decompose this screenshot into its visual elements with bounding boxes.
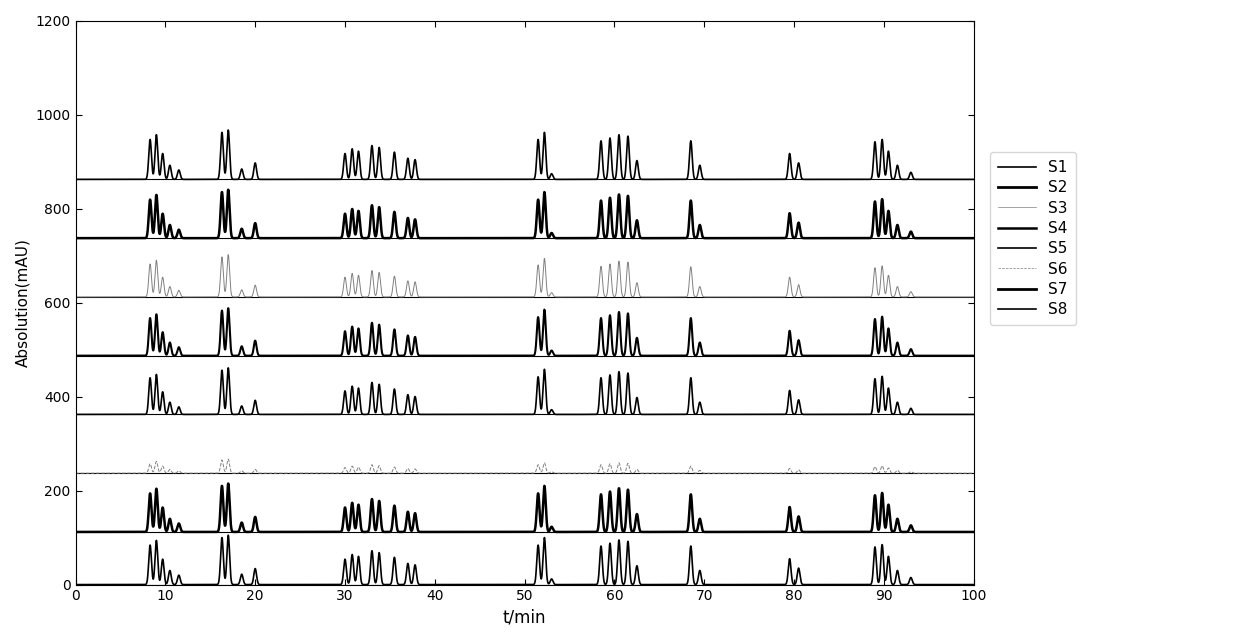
S4 — [472, 352, 487, 360]
S2 — [472, 234, 487, 242]
S1 — [221, 126, 236, 134]
S3 — [641, 293, 656, 300]
S4 — [874, 324, 889, 331]
S4 — [965, 352, 980, 360]
S8 — [221, 532, 236, 539]
S3 — [954, 293, 968, 300]
S7 — [221, 480, 236, 487]
S5 — [848, 411, 863, 419]
S2 — [221, 186, 236, 194]
S1 — [874, 146, 889, 154]
S3 — [848, 293, 863, 300]
S8 — [68, 581, 83, 589]
S5 — [965, 411, 980, 419]
S4 — [221, 304, 236, 312]
S6 — [68, 469, 83, 477]
S7 — [641, 528, 656, 536]
S8 — [874, 552, 889, 560]
S8 — [966, 581, 981, 589]
Y-axis label: Absolution(mAU): Absolution(mAU) — [15, 238, 30, 367]
S2 — [848, 234, 863, 242]
S6 — [641, 469, 656, 477]
S2 — [954, 234, 968, 242]
S7 — [848, 528, 863, 536]
S6 — [965, 469, 980, 477]
S7 — [954, 528, 968, 536]
Line: S2: S2 — [76, 190, 973, 238]
S4 — [848, 352, 863, 360]
S3 — [966, 293, 981, 300]
S4 — [954, 352, 968, 360]
S3 — [472, 293, 487, 300]
S4 — [68, 352, 83, 360]
S5 — [68, 411, 83, 419]
S5 — [472, 411, 487, 419]
Line: S3: S3 — [76, 255, 973, 297]
S1 — [68, 175, 83, 183]
S2 — [641, 234, 656, 242]
Line: S7: S7 — [76, 483, 973, 532]
S1 — [965, 175, 980, 183]
Line: S5: S5 — [76, 368, 973, 415]
S3 — [874, 270, 889, 278]
S2 — [68, 234, 83, 242]
S1 — [472, 175, 487, 183]
S1 — [641, 175, 656, 183]
S5 — [641, 411, 656, 419]
S6 — [966, 469, 981, 477]
Legend: S1, S2, S3, S4, S5, S6, S7, S8: S1, S2, S3, S4, S5, S6, S7, S8 — [991, 152, 1075, 325]
S3 — [68, 293, 83, 300]
Line: S6: S6 — [76, 459, 973, 473]
S8 — [848, 581, 863, 589]
S8 — [965, 581, 980, 589]
S6 — [848, 469, 863, 477]
S2 — [966, 234, 981, 242]
S4 — [641, 352, 656, 360]
S4 — [966, 352, 981, 360]
S8 — [641, 581, 656, 589]
S7 — [68, 528, 83, 536]
S8 — [472, 581, 487, 589]
S3 — [221, 251, 236, 259]
S7 — [874, 500, 889, 508]
X-axis label: t/min: t/min — [503, 609, 547, 627]
S7 — [966, 528, 981, 536]
S1 — [954, 175, 968, 183]
S1 — [966, 175, 981, 183]
S6 — [874, 464, 889, 472]
S7 — [965, 528, 980, 536]
S2 — [965, 234, 980, 242]
S6 — [472, 469, 487, 477]
S5 — [221, 364, 236, 372]
S5 — [966, 411, 981, 419]
Line: S8: S8 — [76, 535, 973, 585]
S1 — [848, 175, 863, 183]
S2 — [874, 206, 889, 214]
S6 — [221, 455, 236, 463]
Line: S4: S4 — [76, 308, 973, 356]
S3 — [965, 293, 980, 300]
S6 — [954, 469, 968, 477]
S8 — [954, 581, 968, 589]
Line: S1: S1 — [76, 130, 973, 179]
S7 — [472, 528, 487, 536]
S5 — [954, 411, 968, 419]
S5 — [874, 383, 889, 391]
